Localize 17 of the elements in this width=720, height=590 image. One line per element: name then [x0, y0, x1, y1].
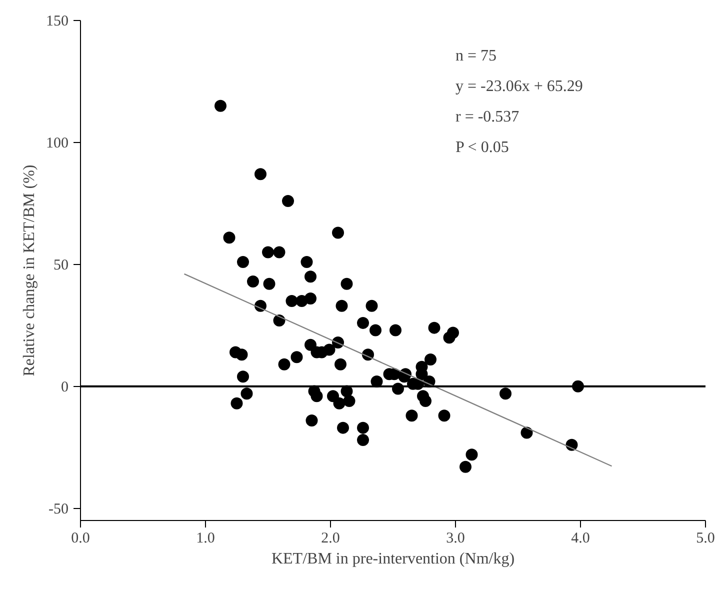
annotation: n = 75	[456, 47, 497, 64]
annotation: r = -0.537	[456, 108, 520, 126]
x-tick-label: 1.0	[196, 530, 215, 546]
x-tick-label: 2.0	[321, 530, 340, 546]
y-tick-label: 100	[46, 135, 68, 152]
y-axis-title: Relative change in KET/BM (%)	[21, 164, 38, 376]
x-tick-label: 3.0	[446, 530, 465, 546]
x-tick-label: 4.0	[571, 530, 590, 546]
x-tick-label: 5.0	[696, 530, 715, 546]
y-tick-label: 0	[61, 379, 68, 396]
x-tick-label: 0.0	[71, 530, 90, 546]
x-axis-title: KET/BM in pre-intervention (Nm/kg)	[271, 550, 515, 568]
y-tick-label: 150	[46, 14, 68, 30]
y-tick-label: 50	[54, 257, 68, 274]
annotation: y = -23.06x + 65.29	[456, 78, 583, 95]
y-tick-label: -50	[48, 501, 69, 518]
annotation: P < 0.05	[456, 138, 509, 156]
